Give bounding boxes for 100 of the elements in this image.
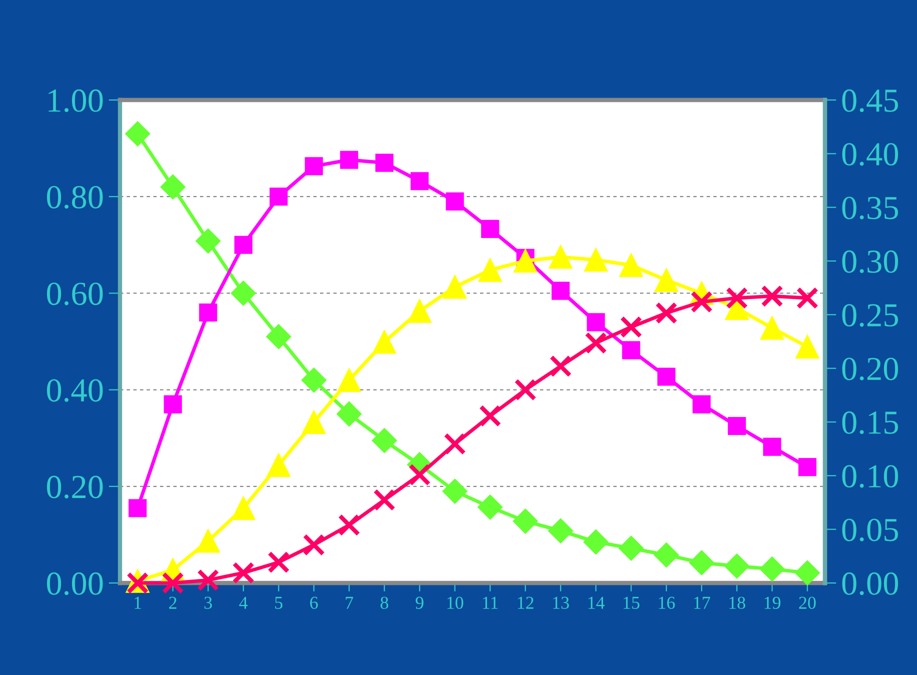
x-tick-label: 1 [134,596,142,609]
point [548,518,574,544]
point [197,568,220,592]
point [478,258,502,282]
x-tick-label: 15 [624,596,640,609]
x-tick-label: 12 [518,596,534,609]
y-tick-label: 0.40 [46,379,103,402]
y2-tick-label: 0.25 [842,304,898,327]
point [550,355,572,378]
point [410,172,429,190]
point [268,551,290,574]
point [232,496,256,520]
point [230,280,256,306]
point [619,253,643,277]
point [689,550,714,576]
point [586,313,605,332]
y2-tick-label: 0.10 [842,465,898,488]
point [372,428,397,453]
point [478,494,503,520]
point [372,330,396,354]
point [618,536,644,561]
point [654,542,679,568]
point [794,560,820,586]
y2-tick-label: 0.45 [842,89,898,112]
point [479,404,502,427]
point [199,303,218,322]
point [128,499,147,518]
point [442,478,468,504]
point [337,368,361,392]
point [583,529,608,554]
point [338,514,360,536]
x-tick-label: 16 [658,596,675,609]
point [164,395,182,414]
point [724,554,750,579]
x-tick-label: 4 [239,596,248,609]
point [196,228,221,254]
point [160,174,186,200]
x-tick-label: 7 [346,596,354,609]
point [408,464,431,486]
point [760,316,784,340]
point [125,121,150,146]
point [620,316,642,338]
point [162,572,184,594]
x-tick-label: 19 [764,596,780,609]
point [408,299,432,323]
x-tick-label: 18 [729,596,746,609]
y2-tick-label: 0.35 [842,196,898,220]
point [655,302,678,324]
y2-tick-label: 0.05 [842,518,898,542]
x-tick-label: 11 [483,596,498,609]
x-tick-label: 10 [447,596,464,609]
point [270,188,288,206]
x-tick-label: 17 [694,596,710,609]
x-tick-label: 3 [204,596,212,609]
point [266,453,290,477]
y-tick-label: 0.20 [46,476,103,498]
y-tick-label: 1.00 [48,89,103,112]
x-tick-label: 2 [169,596,176,609]
point [796,286,818,310]
point [512,508,538,534]
point [728,416,746,436]
point [726,286,748,310]
point [446,192,464,210]
y2-tick-label: 0.20 [842,358,898,380]
point [548,245,572,269]
x-tick-label: 6 [310,596,318,609]
y2-tick-label: 0.40 [842,143,898,166]
point [654,268,678,292]
y2-tick-label: 0.30 [842,250,898,274]
y2-tick-label: 0.15 [842,411,898,434]
point [584,332,607,354]
point [692,395,711,414]
point [514,378,536,401]
x-tick-label: 5 [275,596,282,609]
y-tick-label: 0.00 [46,572,103,596]
point [552,282,570,300]
x-tick-label: 9 [416,596,424,609]
point [444,432,466,456]
point [761,284,784,308]
point [481,220,500,238]
point [584,248,608,272]
y2-tick-label: 0.00 [842,572,898,596]
point [302,410,326,434]
point [301,368,326,393]
point [622,341,640,360]
x-tick-label: 14 [588,596,605,609]
point [796,335,820,359]
point [340,150,358,169]
point [657,368,676,386]
point [690,290,713,314]
x-tick-label: 13 [553,596,569,609]
point [375,154,394,172]
point [373,488,396,512]
point [336,401,362,426]
x-tick-label: 20 [799,596,816,609]
point [266,324,292,350]
point [443,275,467,299]
point [234,236,252,254]
point [798,458,816,476]
point [514,249,538,273]
